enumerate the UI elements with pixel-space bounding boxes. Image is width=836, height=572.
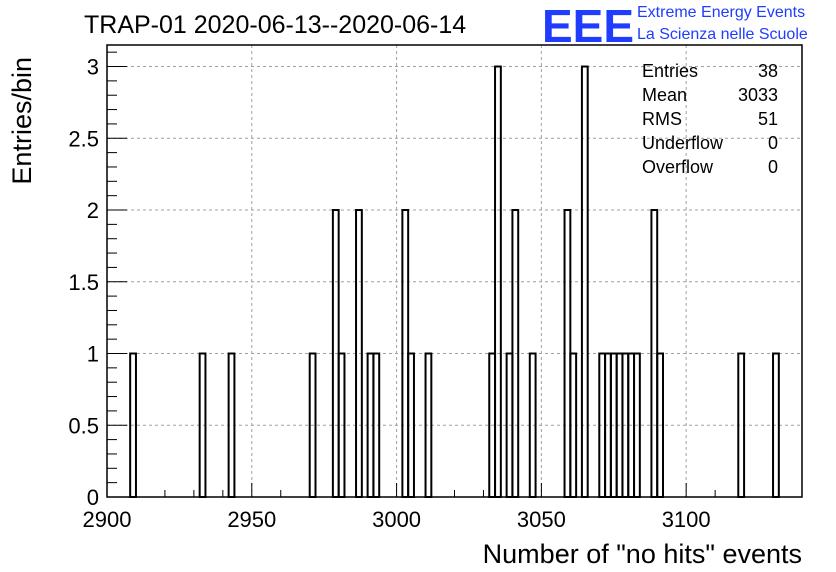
y-tick-label: 0 [87,485,99,510]
logo-letters: EEE [542,0,634,52]
histogram-bin-1 [198,352,207,498]
x-tick-label: 3100 [662,507,711,532]
histogram-bin-29 [737,352,746,498]
stats-label-underflow: Underflow [642,133,724,153]
eee-logo: EEE Extreme Energy Events La Scienza nel… [542,0,808,52]
tick-labels: 2900 2950 3000 3050 3100 0 0.5 1 1.5 2 2.5 3 [68,55,710,532]
stats-value-mean: 3033 [738,85,778,105]
stats-label-mean: Mean [642,85,687,105]
logo-line-2: La Scienza nelle Scuole [637,26,808,43]
x-axis-title: Number of "no hits" events [483,539,802,569]
grid-lines [106,45,802,498]
chart-title: TRAP-01 2020-06-13--2020-06-14 [84,11,466,39]
y-tick-label: 2.5 [68,126,99,151]
x-tick-label: 2950 [227,507,276,532]
axes [106,44,803,498]
stats-label-entries: Entries [642,61,698,81]
y-tick-label: 0.5 [68,413,99,438]
plot-frame [106,44,803,498]
stats-value-overflow: 0 [768,157,778,177]
stats-box: Entries 38 Mean 3033 RMS 51 Underflow 0 Overflow… [642,61,778,177]
histogram-bin-16 [528,352,537,498]
x-tick-label: 3000 [372,507,421,532]
histogram-bin-6 [355,209,363,498]
stats-label-overflow: Overflow [642,157,714,177]
stats-label-rms: RMS [642,109,682,129]
stats-value-entries: 38 [758,61,778,81]
histogram-bin-2 [227,352,236,498]
y-axis-title: Entries/bin [7,57,37,185]
histogram-bin-11 [424,352,433,498]
x-tick-label: 3050 [517,507,566,532]
y-tick-label: 3 [87,55,99,80]
histogram-bin-18 [569,352,578,498]
y-tick-label: 1 [87,342,99,367]
logo-line-1: Extreme Energy Events [637,4,805,21]
histogram-bin-8 [372,352,381,498]
y-tick-label: 2 [87,198,99,223]
y-tick-label: 1.5 [68,270,99,295]
stats-value-underflow: 0 [768,133,778,153]
stats-value-rms: 51 [758,109,778,129]
histogram-bin-10 [407,352,415,498]
x-tick-label: 2900 [83,507,132,532]
histogram-bin-19 [580,65,589,499]
